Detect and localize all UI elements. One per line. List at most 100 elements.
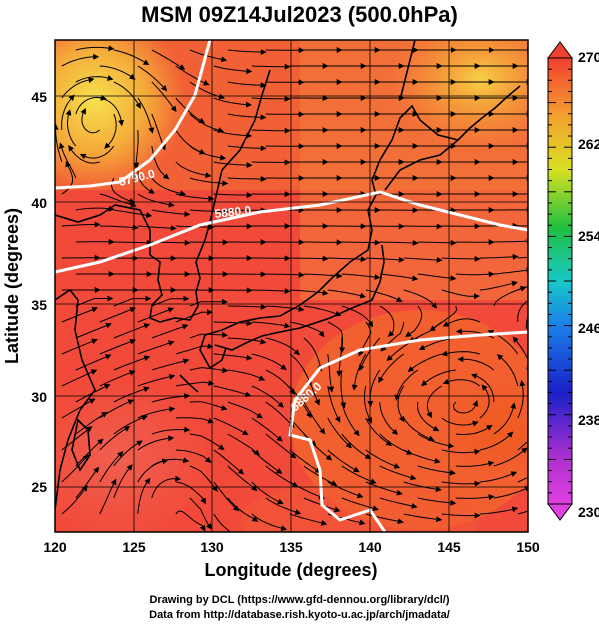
colorbar-tick-label: 246 (578, 320, 599, 336)
streamline (227, 465, 258, 492)
streamline (79, 145, 115, 160)
streamline (213, 192, 253, 199)
streamline (189, 497, 212, 530)
y-tick-label: 30 (31, 389, 47, 405)
streamline (251, 385, 284, 408)
streamline (397, 385, 405, 423)
y-tick-label: 45 (31, 89, 47, 105)
streamline (80, 108, 101, 134)
colorbar-tick-label: 230 (578, 504, 599, 520)
streamline (479, 506, 519, 515)
coastlines (55, 40, 521, 511)
streamline (151, 113, 166, 151)
streamline (365, 449, 401, 469)
streamline (151, 81, 177, 112)
streamline (189, 433, 225, 450)
streamline (517, 510, 528, 515)
streamline (99, 338, 137, 355)
streamline (517, 379, 526, 419)
streamline (213, 513, 232, 532)
streamline (417, 273, 457, 282)
streamline (151, 426, 191, 435)
streamline (99, 370, 136, 387)
streamline (327, 481, 364, 499)
streamline (442, 318, 480, 327)
streamline (113, 49, 150, 66)
streamline (151, 177, 187, 197)
colorbar-tick-label: 238 (578, 412, 599, 428)
streamline (493, 285, 527, 307)
streamline (213, 65, 253, 75)
streamline (251, 127, 291, 134)
streamline (417, 497, 457, 506)
streamline (227, 337, 267, 345)
streamline (61, 398, 96, 419)
streamline (479, 431, 514, 451)
streamline (137, 477, 151, 515)
streamline (493, 447, 528, 467)
streamline (265, 401, 295, 428)
streamline (417, 465, 456, 476)
streamline (289, 255, 329, 262)
streamline (175, 510, 206, 532)
streamline (99, 193, 137, 208)
colorbar-tick-label: 254 (578, 228, 599, 244)
streamline (496, 354, 519, 387)
streamline (441, 289, 480, 300)
streamline (403, 481, 442, 493)
streamline (75, 94, 107, 115)
streamline (394, 369, 419, 401)
streamline (227, 49, 267, 56)
streamline (175, 97, 206, 124)
streamline (227, 145, 267, 152)
streamline (137, 193, 175, 208)
streamline (517, 440, 528, 451)
contour-5790 (55, 40, 212, 190)
streamline (512, 336, 528, 361)
streamline (61, 77, 95, 99)
streamline (403, 223, 443, 230)
streamline (408, 321, 443, 343)
streamline (403, 289, 438, 309)
graticule (55, 40, 528, 532)
streamline (265, 337, 301, 356)
streamline (327, 449, 360, 473)
streamline (441, 255, 481, 262)
streamline (227, 303, 267, 310)
streamline (493, 402, 516, 435)
x-axis-label: Longitude (degrees) (204, 560, 377, 580)
streamline (175, 417, 214, 424)
x-tick-label: 135 (279, 539, 303, 555)
streamline (416, 401, 440, 432)
streamline (133, 129, 140, 169)
streamline (517, 256, 528, 259)
streamline (359, 337, 381, 372)
streamline (417, 433, 455, 449)
streamline (363, 385, 373, 424)
streamline (99, 426, 131, 451)
streamline (75, 75, 114, 83)
streamline (517, 299, 528, 323)
streamline (227, 113, 267, 121)
streamline (479, 253, 519, 260)
streamline (137, 65, 168, 92)
streamline (61, 485, 88, 515)
streamline (289, 513, 328, 526)
map-field: 5790.0 5880.0 5880.0 (55, 40, 528, 532)
streamline (137, 458, 169, 483)
streamline (441, 480, 481, 487)
streamlines (55, 45, 528, 532)
streamline (379, 497, 418, 509)
plot-frame (54, 39, 529, 533)
streamline (251, 288, 291, 295)
streamline (403, 513, 443, 523)
streamline (151, 49, 186, 70)
streamline (365, 513, 404, 525)
streamline (99, 451, 124, 483)
streamline (61, 53, 100, 67)
streamline (517, 225, 528, 227)
streamline (289, 481, 325, 500)
streamline (61, 221, 101, 228)
streamline (213, 129, 253, 139)
